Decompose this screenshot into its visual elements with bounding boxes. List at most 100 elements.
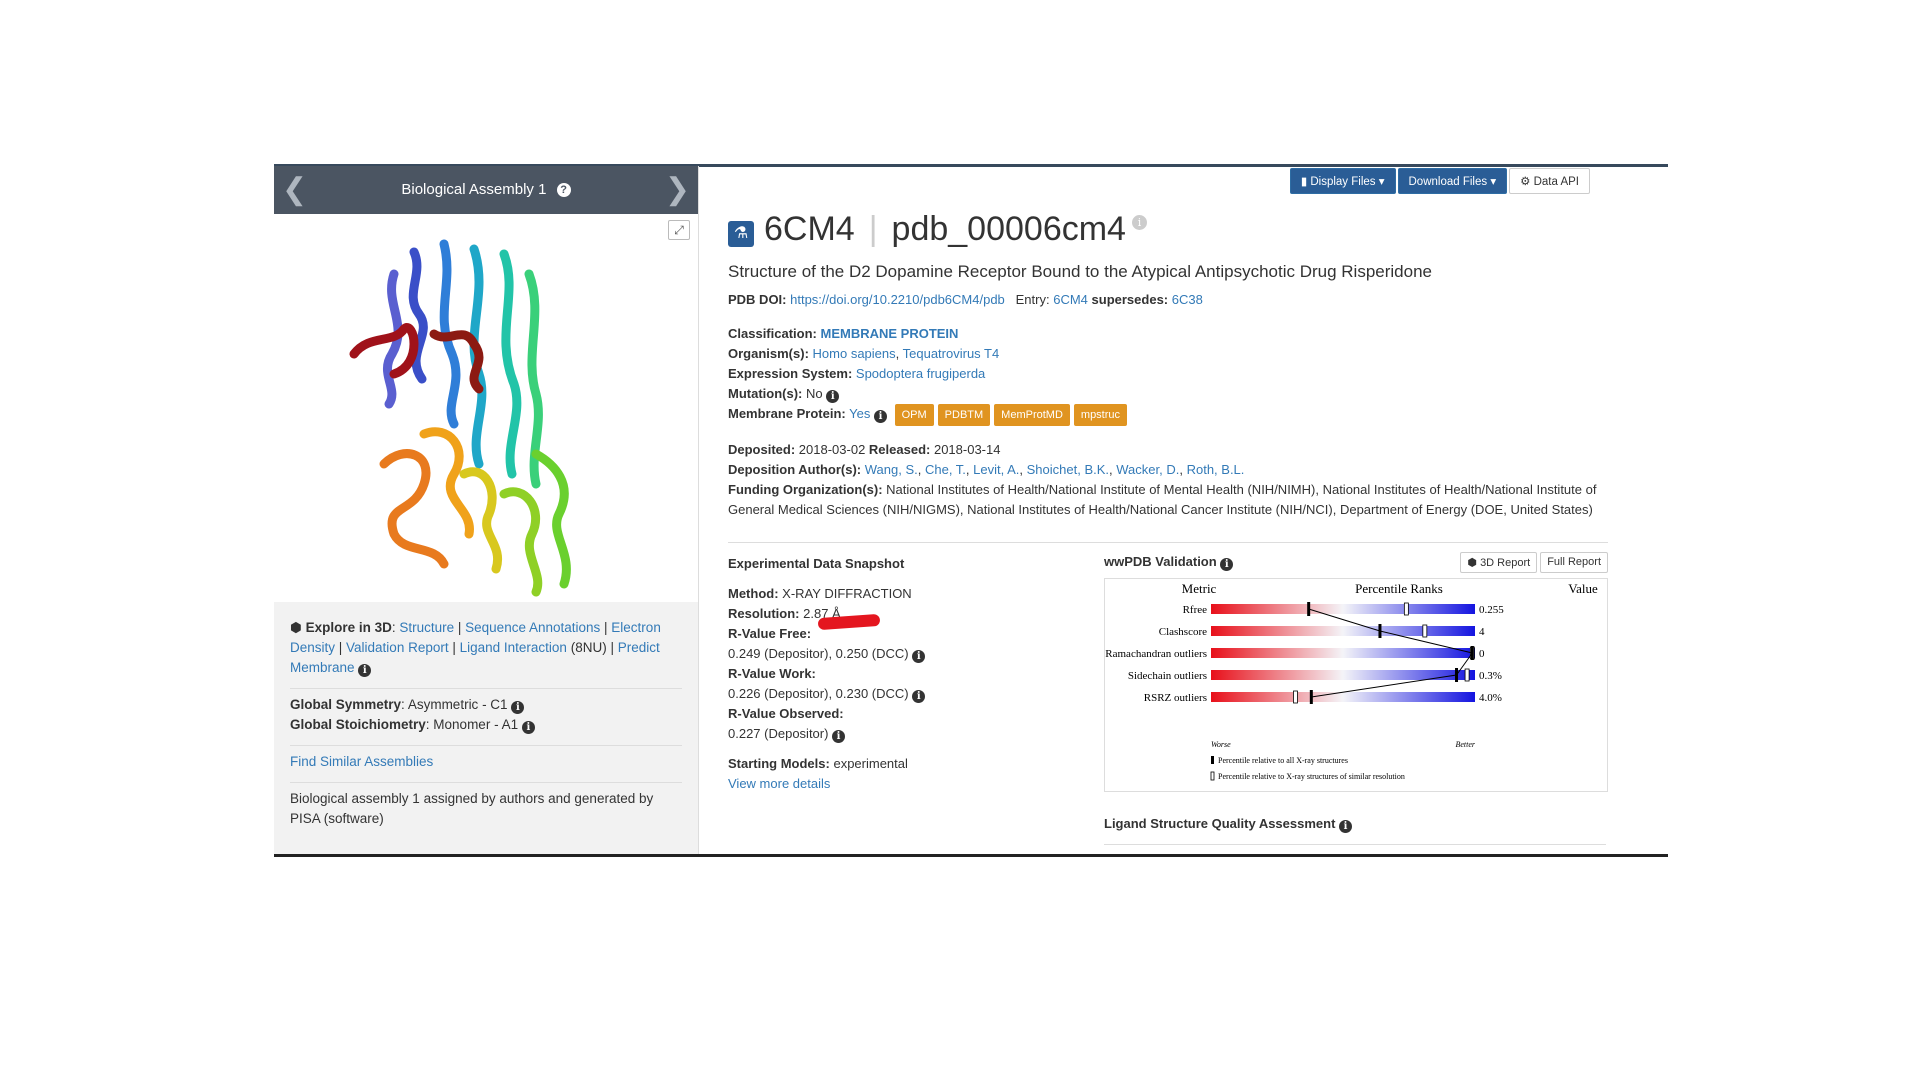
author-link[interactable]: Levit, A. xyxy=(973,462,1020,477)
expression-link[interactable]: Spodoptera frugiperda xyxy=(855,366,986,381)
structure-link[interactable]: Structure xyxy=(399,620,455,635)
arrow-left-icon[interactable]: ❮ xyxy=(282,173,308,206)
opm-badge[interactable]: OPM xyxy=(894,404,934,426)
gear-icon: ⚙ xyxy=(1520,176,1534,188)
authors-label: Deposition Author(s): xyxy=(728,462,862,477)
rfree-value: 0.249 (Depositor), 0.250 (DCC) xyxy=(728,646,909,661)
assembly-note: Biological assembly 1 assigned by author… xyxy=(290,791,654,826)
starting-label: Starting Models: xyxy=(728,756,830,771)
info-icon[interactable]: i xyxy=(1339,820,1353,833)
legend-all: Percentile relative to all X-ray structu… xyxy=(1218,756,1348,765)
find-similar-link[interactable]: Find Similar Assemblies xyxy=(290,754,434,769)
helix-1 xyxy=(408,247,428,384)
sequence-annotations-link[interactable]: Sequence Annotations xyxy=(465,620,601,635)
validation-slider[interactable]: Metric Percentile Ranks Value Rfree 0.255… xyxy=(1104,578,1608,792)
info-icon[interactable]: i xyxy=(912,650,926,663)
helix-7 xyxy=(349,323,419,379)
legend-all-marker xyxy=(1211,756,1214,764)
predict-membrane-link[interactable]: Predict Membrane xyxy=(290,640,660,675)
metric-label: RSRZ outliers xyxy=(1144,692,1207,704)
author-link[interactable]: Wang, S. xyxy=(864,462,918,477)
assembly-header: ❮ Biological Assembly 1 ? ❯ xyxy=(274,166,698,214)
similar-resolution-marker xyxy=(1422,624,1428,638)
robs-label: R-Value Observed: xyxy=(728,706,844,721)
metric-label: Clashscore xyxy=(1159,626,1207,638)
info-icon[interactable]: i xyxy=(521,721,535,734)
toolbar: ▮ Display Files ▾ Download Files ▾ ⚙ Dat… xyxy=(1289,168,1590,194)
domain-3 xyxy=(459,467,503,574)
entry-title: Structure of the D2 Dopamine Receptor Bo… xyxy=(728,262,1432,281)
organisms-label: Organism(s): xyxy=(728,346,809,361)
metric-value: 0 xyxy=(1479,648,1485,660)
classification-link[interactable]: MEMBRANE PROTEIN xyxy=(820,326,959,341)
funding-value: National Institutes of Health/National I… xyxy=(728,482,1597,517)
info-icon[interactable]: i xyxy=(358,664,372,677)
membrane-link[interactable]: Yes xyxy=(849,406,871,421)
entry-id: 6CM4 xyxy=(764,210,855,248)
value-column-header: Value xyxy=(1568,581,1598,596)
expression-label: Expression System: xyxy=(728,366,853,381)
metric-column-header: Metric xyxy=(1182,581,1217,596)
percentile-bar xyxy=(1211,626,1475,636)
percentile-connector xyxy=(1379,630,1473,654)
doi-link[interactable]: https://doi.org/10.2210/pdb6CM4/pdb xyxy=(790,292,1005,307)
info-icon[interactable]: i xyxy=(873,410,887,423)
memprotmd-badge[interactable]: MemProtMD xyxy=(994,404,1070,426)
entry-link[interactable]: 6CM4 xyxy=(1053,292,1088,307)
info-icon[interactable]: i xyxy=(912,690,926,703)
file-icon: ▮ xyxy=(1300,176,1311,188)
cube-icon: ⬢ xyxy=(290,620,302,635)
pdb-id: pdb_00006cm4 xyxy=(891,210,1126,248)
full-report-button[interactable]: Full Report xyxy=(1540,552,1608,573)
released-label: Released: xyxy=(868,442,931,457)
info-icon[interactable]: i xyxy=(511,701,525,714)
stoichiometry-value: Monomer - A1 xyxy=(433,717,519,732)
top-border xyxy=(274,164,1668,167)
validation-report-link[interactable]: Validation Report xyxy=(346,640,449,655)
metric-value: 0.255 xyxy=(1479,604,1504,616)
structure-image[interactable]: ⤢ xyxy=(274,214,698,602)
download-files-button[interactable]: Download Files ▾ xyxy=(1397,168,1508,194)
validation-chart: Metric Percentile Ranks Value Rfree 0.255… xyxy=(1105,581,1598,781)
mutation-label: Mutation(s): xyxy=(728,386,803,401)
help-icon[interactable]: ? xyxy=(556,183,571,197)
author-link[interactable]: Shoichet, B.K. xyxy=(1026,462,1110,477)
mpstruc-badge[interactable]: mpstruc xyxy=(1073,404,1128,426)
domain-4 xyxy=(499,487,543,597)
symmetry-value: Asymmetric - C1 xyxy=(407,697,508,712)
author-link[interactable]: Wacker, D. xyxy=(1116,462,1180,477)
display-files-button[interactable]: ▮ Display Files ▾ xyxy=(1289,168,1396,194)
view-more-link[interactable]: View more details xyxy=(728,776,831,791)
rfree-label: R-Value Free: xyxy=(728,626,812,641)
info-icon[interactable]: i xyxy=(1131,215,1147,230)
explore-label: Explore in 3D xyxy=(305,620,392,635)
author-link[interactable]: Che, T. xyxy=(924,462,966,477)
validation-buttons: ⬢ 3D Report Full Report xyxy=(1460,552,1608,573)
3d-report-button[interactable]: ⬢ 3D Report xyxy=(1460,552,1538,573)
electron-density-link[interactable]: Electron Density xyxy=(290,620,661,655)
supersedes-link[interactable]: 6C38 xyxy=(1171,292,1203,307)
arrow-right-icon[interactable]: ❯ xyxy=(664,173,690,206)
ligand-quality-heading: Ligand Structure Quality Assessment i xyxy=(1104,816,1353,833)
similar-resolution-marker xyxy=(1403,602,1409,616)
bottom-border xyxy=(274,854,1668,857)
info-icon[interactable]: i xyxy=(1220,558,1234,571)
info-icon[interactable]: i xyxy=(832,730,846,743)
ligand-interaction-link[interactable]: Ligand Interaction xyxy=(459,640,567,655)
metric-label: Ramachandran outliers xyxy=(1105,648,1207,660)
expand-icon[interactable]: ⤢ xyxy=(668,220,690,240)
organism-link[interactable]: Homo sapiens xyxy=(812,346,896,361)
rwork-value: 0.226 (Depositor), 0.230 (DCC) xyxy=(728,686,909,701)
pdbtm-badge[interactable]: PDBTM xyxy=(937,404,991,426)
entry-main: ▮ Display Files ▾ Download Files ▾ ⚙ Dat… xyxy=(728,164,1638,854)
percentile-connector xyxy=(1311,674,1457,698)
deposited-value: 2018-03-02 xyxy=(798,442,866,457)
similar-resolution-marker xyxy=(1464,668,1470,682)
rwork-label: R-Value Work: xyxy=(728,666,816,681)
author-link[interactable]: Roth, B.L. xyxy=(1186,462,1245,477)
info-icon[interactable]: i xyxy=(826,390,840,403)
organism-link[interactable]: Tequatrovirus T4 xyxy=(902,346,1000,361)
divider xyxy=(728,542,1608,543)
ligand-heading-text: Ligand Structure Quality Assessment xyxy=(1104,816,1336,831)
data-api-button[interactable]: ⚙ Data API xyxy=(1509,168,1590,194)
